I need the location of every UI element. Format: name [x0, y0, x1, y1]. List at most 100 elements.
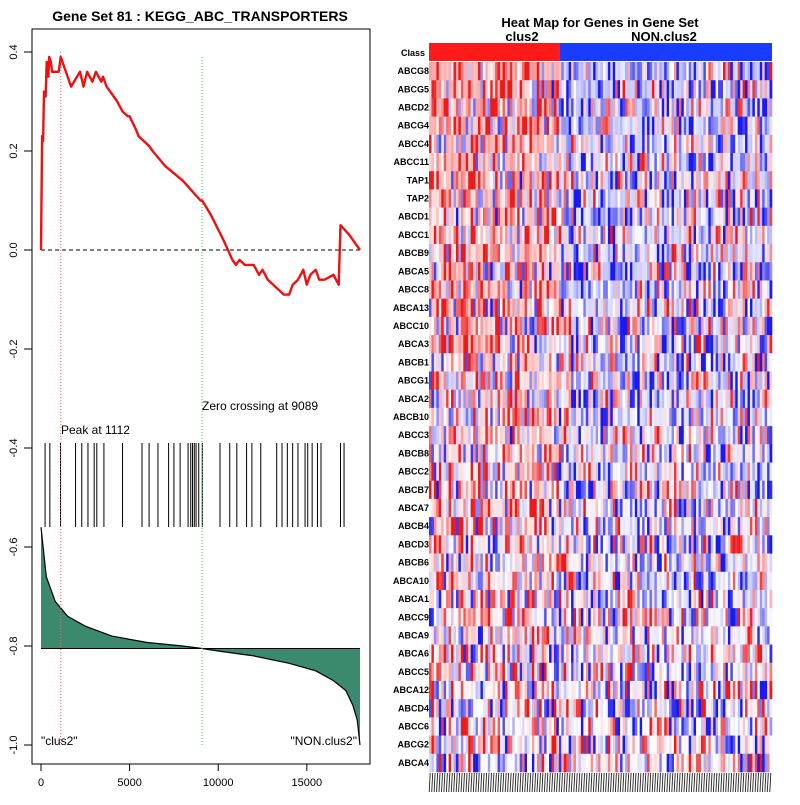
heat-cell	[436, 153, 439, 172]
heat-cell	[505, 153, 508, 172]
heat-cell	[610, 681, 613, 700]
heat-cell	[576, 335, 579, 354]
heat-cell	[527, 390, 530, 409]
heat-cell	[471, 226, 474, 245]
heat-cell	[672, 80, 675, 99]
heat-cell	[716, 262, 719, 281]
heat-cell	[490, 335, 493, 354]
heat-cell	[591, 481, 594, 500]
heat-cell	[701, 62, 704, 81]
heat-cell	[554, 299, 557, 318]
heat-cell	[529, 262, 532, 281]
heat-cell	[635, 208, 638, 227]
heat-cell	[456, 499, 459, 518]
heat-cell	[552, 226, 555, 245]
heat-cell	[725, 645, 728, 664]
heat-cell	[583, 626, 586, 645]
heat-cell	[627, 62, 630, 81]
heat-cell	[588, 317, 591, 336]
heat-cell	[642, 353, 645, 372]
heat-cell	[672, 681, 675, 700]
heat-cell	[436, 590, 439, 609]
heat-cell	[429, 280, 432, 299]
heat-cell	[544, 335, 547, 354]
heat-cell	[520, 590, 523, 609]
heat-cell	[667, 517, 670, 536]
heat-cell	[735, 353, 738, 372]
heat-cell	[694, 554, 697, 573]
heat-cell	[620, 663, 623, 682]
heat-cell	[463, 153, 466, 172]
heat-cell	[650, 208, 653, 227]
heat-cell	[554, 499, 557, 518]
heat-cell	[461, 189, 464, 208]
heat-cell	[623, 80, 626, 99]
heat-cell	[500, 645, 503, 664]
heat-cell	[718, 554, 721, 573]
heat-cell	[458, 481, 461, 500]
heat-cell	[480, 590, 483, 609]
heat-cell	[549, 80, 552, 99]
heat-cell	[733, 335, 736, 354]
heat-cell	[627, 517, 630, 536]
heat-cell	[512, 499, 515, 518]
heat-cell	[436, 189, 439, 208]
heat-cell	[703, 262, 706, 281]
heat-cell	[566, 208, 569, 227]
heat-cell	[500, 390, 503, 409]
heat-cell	[480, 62, 483, 81]
heat-cell	[454, 408, 457, 427]
heat-cell	[554, 535, 557, 554]
heat-cell	[483, 171, 486, 190]
heat-cell	[632, 189, 635, 208]
heat-cell	[586, 226, 589, 245]
heat-cell	[706, 535, 709, 554]
heat-cell	[627, 353, 630, 372]
heat-cell	[451, 371, 454, 390]
heat-cell	[603, 280, 606, 299]
heat-cell	[637, 262, 640, 281]
heat-cell	[591, 299, 594, 318]
heat-cell	[468, 171, 471, 190]
heat-cell	[441, 444, 444, 463]
heat-cell	[743, 280, 746, 299]
heat-cell	[601, 371, 604, 390]
heat-cell	[723, 390, 726, 409]
heat-cell	[517, 681, 520, 700]
heat-cell	[446, 371, 449, 390]
heat-cell	[537, 626, 540, 645]
heat-cell	[566, 663, 569, 682]
heat-cell	[578, 226, 581, 245]
heat-cell	[586, 681, 589, 700]
heat-cell	[517, 535, 520, 554]
heat-cell	[601, 317, 604, 336]
heat-cell	[480, 171, 483, 190]
heat-cell	[561, 153, 564, 172]
heat-cell	[439, 208, 442, 227]
heat-cell	[527, 426, 530, 445]
heat-cell	[461, 590, 464, 609]
heat-cell	[733, 189, 736, 208]
heat-cell	[662, 371, 665, 390]
heat-cell	[463, 663, 466, 682]
heat-cell	[583, 208, 586, 227]
heat-cell	[625, 335, 628, 354]
heat-cell	[525, 353, 528, 372]
heat-cell	[598, 262, 601, 281]
heat-cell	[691, 262, 694, 281]
heat-cell	[539, 208, 542, 227]
heat-cell	[534, 117, 537, 136]
heat-cell	[525, 335, 528, 354]
heat-cell	[431, 371, 434, 390]
heat-cell	[733, 171, 736, 190]
heat-cell	[603, 463, 606, 482]
heat-cell	[645, 226, 648, 245]
heat-cell	[691, 535, 694, 554]
heat-cell	[493, 426, 496, 445]
heat-cell	[676, 153, 679, 172]
heat-cell	[603, 226, 606, 245]
heat-cell	[627, 408, 630, 427]
heat-cell	[517, 280, 520, 299]
heat-cell	[441, 681, 444, 700]
heat-cell	[752, 353, 755, 372]
